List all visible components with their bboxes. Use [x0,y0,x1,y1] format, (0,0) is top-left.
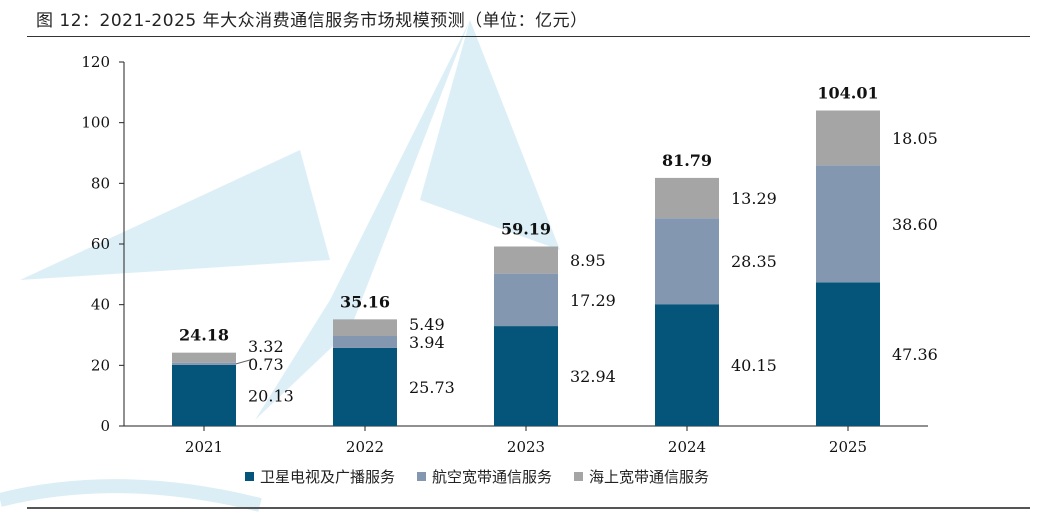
bar-segment [494,273,558,327]
segment-value-label: 28.35 [731,252,777,271]
legend-swatch [417,472,427,481]
segment-value-label: 13.29 [731,189,777,208]
y-tick-label: 60 [91,235,110,253]
bar-segment [333,336,397,348]
legend-label: 航空宽带通信服务 [432,468,553,486]
segment-value-label: 25.73 [409,378,455,397]
segment-value-label: 3.94 [409,333,445,352]
x-tick-label: 2022 [346,438,384,456]
bar-segment [494,326,558,426]
segment-value-label: 38.60 [892,215,938,234]
legend-swatch [574,472,584,481]
y-tick-label: 120 [81,53,110,71]
total-value-label: 35.16 [340,292,390,311]
title-rule [27,36,1030,37]
bar-segment [655,177,719,219]
y-tick-label: 80 [91,174,110,192]
bar-segment [655,304,719,426]
legend-label: 海上宽带通信服务 [589,468,710,486]
segment-value-label: 8.95 [570,251,606,270]
x-tick-label: 2021 [185,438,223,456]
bar-segment [816,282,880,426]
segment-value-label: 18.05 [892,129,938,148]
bar-segment [172,352,236,363]
total-value-label: 59.19 [501,219,551,238]
segment-value-label: 17.29 [570,291,616,310]
legend: 卫星电视及广播服务 航空宽带通信服务 海上宽带通信服务 [245,466,709,487]
legend-item: 卫星电视及广播服务 [245,466,395,487]
bar-segment [172,362,236,365]
segment-value-label: 32.94 [570,367,616,386]
y-tick-label: 40 [91,296,110,314]
y-tick-label: 0 [100,417,110,435]
segment-value-label: 47.36 [892,345,938,364]
x-tick-label: 2023 [507,438,545,456]
legend-swatch [245,472,254,481]
data-labels: 20.13 0.733.32 24.18 25.73 3.945.49 35.16 32.9… [179,84,938,406]
bar-segment [655,218,719,305]
bar-segment [494,246,558,274]
y-tick-label: 20 [91,356,110,374]
legend-item: 海上宽带通信服务 [574,466,709,487]
x-tick-label: 2025 [829,438,867,456]
segment-value-label: 20.13 [248,386,294,405]
segment-value-label: 40.15 [731,356,777,375]
bar-segment [816,165,880,283]
x-tick-label: 2024 [668,438,706,456]
segment-value-label: 0.73 [248,355,284,374]
bar-segment [172,364,236,426]
total-value-label: 104.01 [817,84,878,103]
axes: 0 20 40 60 80 100 120 2021 2022 2023 2024 2025 [81,53,928,456]
figure-title: 图 12：2021-2025 年大众消费通信服务市场规模预测（单位：亿元） [36,11,588,31]
bars [172,110,880,426]
legend-item: 航空宽带通信服务 [417,466,552,487]
total-value-label: 81.79 [662,151,712,170]
segment-value-label: 5.49 [409,315,445,334]
leader-line [235,358,255,365]
bar-segment [816,110,880,166]
legend-label: 卫星电视及广播服务 [260,468,396,486]
footer-rule [27,507,1030,509]
bar-segment [333,347,397,426]
total-value-label: 24.18 [179,326,229,345]
segment-value-label: 3.32 [248,337,284,356]
y-tick-label: 100 [81,114,110,132]
bar-segment [333,319,397,337]
stacked-bar-chart: 0 20 40 60 80 100 120 2021 2022 2023 2024 2025 20.1… [81,53,938,456]
